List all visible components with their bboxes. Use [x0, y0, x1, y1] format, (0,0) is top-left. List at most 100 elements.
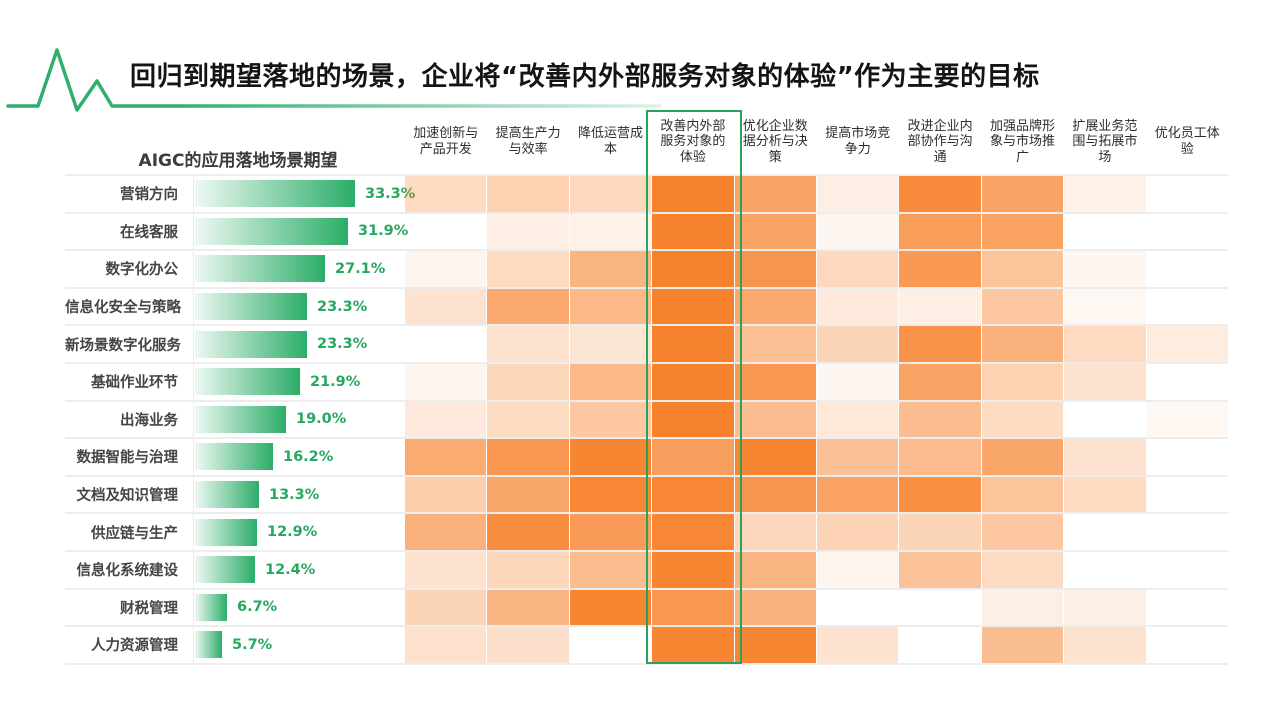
heatmap-cell: [817, 438, 899, 476]
column-header: 扩展业务范围与拓展市场: [1072, 118, 1138, 165]
table-row: 出海业务 19.0%: [65, 401, 405, 439]
column-header: 提高生产力与效率: [495, 126, 561, 157]
row-value: 21.9%: [310, 373, 361, 390]
heatmap-cell: [1147, 363, 1228, 401]
heatmap-cell: [570, 626, 651, 664]
heatmap-cell: [734, 438, 816, 476]
heatmap-cell: [487, 475, 569, 514]
row-label: 基础作业环节: [91, 375, 178, 392]
heatmap-cell: [652, 475, 734, 514]
row-bar: [195, 631, 222, 659]
heatmap-cell: [817, 550, 899, 589]
heatmap-cell: [1064, 438, 1146, 476]
heatmap-cell: [487, 250, 569, 288]
heatmap-cell: [981, 250, 1064, 288]
heatmap-cell: [899, 287, 981, 326]
heatmap-cell: [487, 287, 569, 326]
heatmap-cell: [1147, 513, 1228, 551]
heatmap-cell: [405, 325, 486, 363]
row-bar: [195, 481, 259, 509]
row-bar: [195, 368, 300, 396]
heatmap-cell: [1147, 175, 1228, 213]
heatmap-cell: [1064, 513, 1145, 551]
row-bar: [195, 180, 355, 208]
heatmap-cell: [734, 626, 816, 664]
heatmap-cell: [1146, 325, 1228, 363]
heatmap-cell: [487, 513, 569, 551]
row-bar: [195, 293, 307, 321]
heatmap-cell: [569, 250, 652, 288]
row-label: 财税管理: [120, 600, 178, 617]
heatmap-cell: [899, 212, 981, 251]
heatmap-cell: [405, 513, 487, 551]
row-value: 31.9%: [358, 223, 409, 240]
row-label: 营销方向: [120, 187, 178, 204]
heatmap-cell: [569, 475, 652, 514]
row-value: 13.3%: [269, 486, 320, 503]
heatmap-cell: [1147, 551, 1228, 589]
heatmap-cell: [981, 550, 1064, 589]
row-value: 27.1%: [335, 260, 386, 277]
row-value: 12.4%: [265, 561, 316, 578]
heatmap-cell: [899, 550, 981, 589]
heatmap-cell: [405, 438, 487, 476]
heatmap-cell: [817, 475, 899, 514]
heatmap-cell: [981, 626, 1064, 664]
bar-axis-line: [193, 175, 194, 664]
heatmap-cell: [899, 626, 980, 664]
heatmap-cell: [981, 400, 1064, 439]
column-header: 优化员工体验: [1154, 126, 1220, 157]
heatmap-cell: [899, 475, 981, 514]
row-bar: [195, 255, 325, 283]
table-row: 营销方向 33.3%: [65, 175, 415, 213]
table-row: 人力资源管理 5.7%: [65, 626, 405, 664]
table-row: 数据智能与治理 16.2%: [65, 438, 405, 476]
heatmap-cell: [652, 438, 734, 476]
heatmap-cell: [1064, 213, 1145, 251]
heatmap-cell: [899, 400, 981, 439]
heatmap-cell: [1064, 588, 1146, 627]
heatmap-cell: [817, 287, 899, 326]
heatmap-cell: [487, 400, 569, 439]
row-label: 信息化安全与策略: [65, 300, 181, 317]
heatmap-cell: [652, 175, 734, 213]
row-label: 在线客服: [120, 224, 178, 241]
heatmap-cell: [734, 588, 816, 627]
heatmap-cell: [569, 212, 652, 251]
heatmap-cell: [1147, 288, 1228, 326]
heatmap-cell: [899, 589, 980, 627]
column-header: 改进企业内部协作与沟通: [907, 118, 973, 165]
left-section-title: AIGC的应用落地场景期望: [138, 151, 338, 171]
heatmap-cell: [652, 513, 734, 551]
heatmap-cell: [405, 626, 487, 664]
heatmap-cell: [817, 250, 899, 288]
heatmap-cell: [734, 362, 816, 401]
column-header: 提高市场竞争力: [825, 126, 891, 157]
row-value: 23.3%: [317, 336, 368, 353]
heatmap-cell: [734, 212, 816, 251]
heatmap-cell: [734, 400, 816, 439]
heatmap-cell: [899, 325, 981, 363]
row-label: 信息化系统建设: [76, 563, 179, 580]
heatmap-cell: [1064, 551, 1145, 589]
heatmap-cell: [405, 475, 487, 514]
column-header: 优化企业数据分析与决策: [742, 118, 808, 165]
column-header: 加强品牌形象与市场推广: [989, 118, 1055, 165]
heatmap-cell: [1064, 475, 1146, 514]
table-row: 信息化系统建设 12.4%: [65, 551, 405, 589]
heatmap-cell: [1147, 626, 1228, 664]
heatmap-cell: [981, 513, 1064, 551]
row-bar: [195, 556, 255, 584]
heatmap-cell: [487, 362, 569, 401]
row-bar: [195, 217, 348, 245]
heatmap-cell: [1147, 213, 1228, 251]
row-bar: [195, 593, 227, 621]
heatmap-cell: [981, 175, 1064, 213]
heatmap-cell: [487, 438, 569, 476]
row-value: 5.7%: [232, 636, 273, 653]
heatmap-cell: [569, 438, 652, 476]
row-bar: [195, 518, 257, 546]
heatmap-cell: [899, 362, 981, 401]
heatmap-cell: [569, 588, 652, 627]
heatmap-cell: [981, 588, 1064, 627]
